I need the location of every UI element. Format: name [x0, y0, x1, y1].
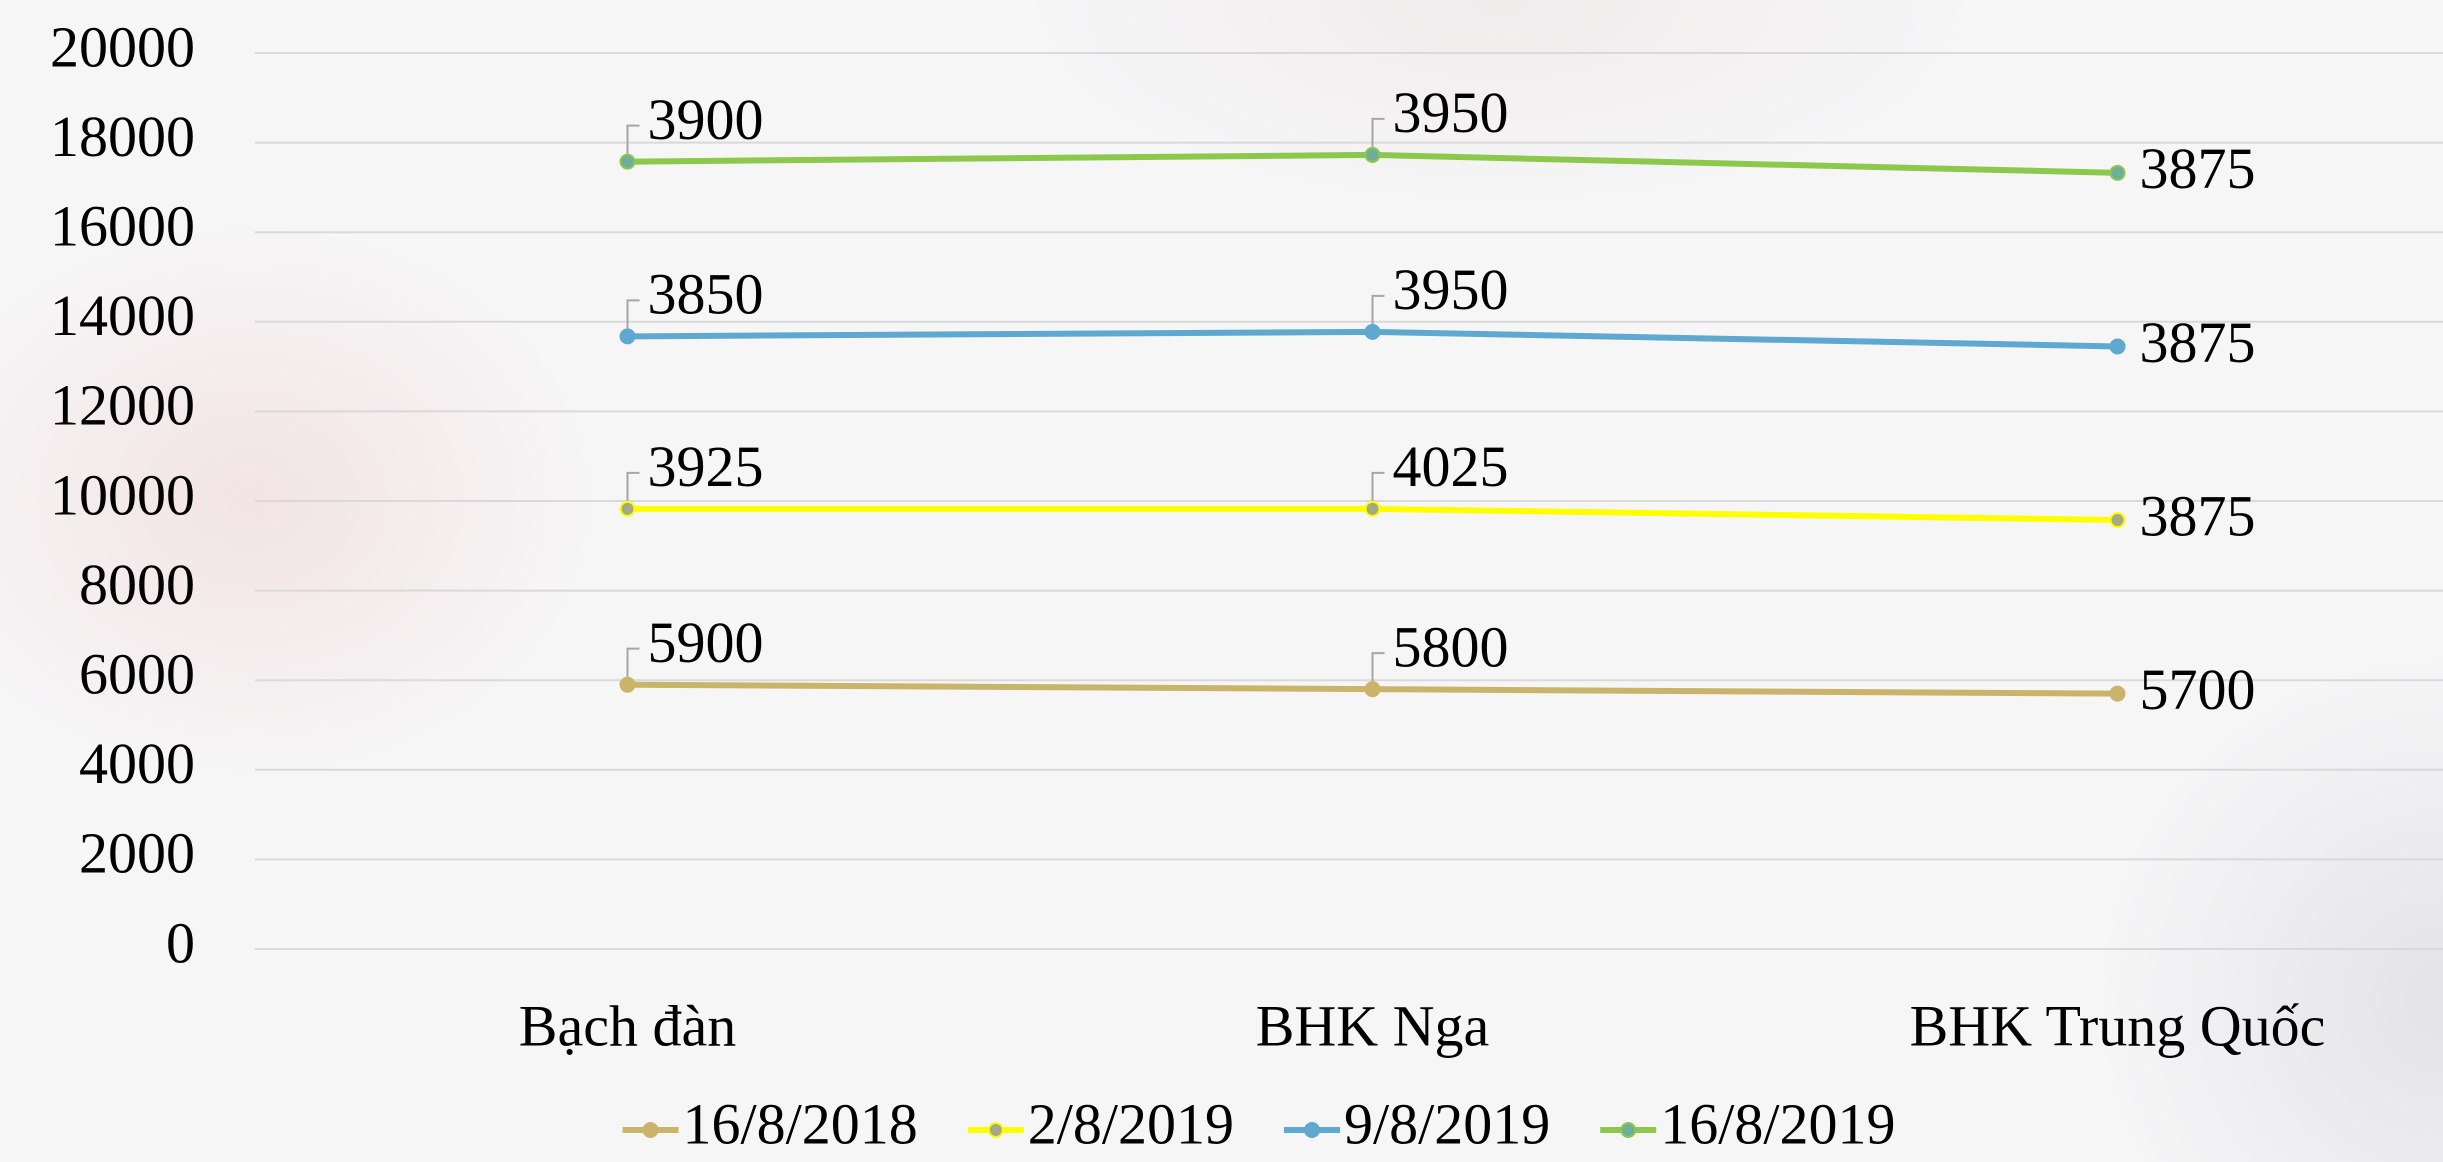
- data-label: 3850: [648, 262, 764, 327]
- leader-line: [1371, 117, 1385, 147]
- leader-line: [626, 299, 640, 329]
- leader-line: [1371, 471, 1385, 501]
- marker: [1364, 500, 1381, 517]
- data-label: 4025: [1393, 434, 1509, 499]
- data-label: 3900: [648, 87, 764, 152]
- leader-line: [1371, 294, 1385, 324]
- data-label: 5900: [648, 610, 764, 675]
- leader-line: [1371, 652, 1385, 682]
- y-tick-label: 4000: [79, 731, 195, 796]
- marker: [2109, 512, 2126, 529]
- marker: [1364, 146, 1381, 163]
- marker: [619, 500, 636, 517]
- y-tick-label: 0: [166, 910, 195, 975]
- data-label: 5700: [2140, 657, 2256, 722]
- legend-item: 2/8/2019: [967, 1091, 1234, 1156]
- data-label: 3875: [2140, 483, 2256, 548]
- x-tick-label: BHK Trung Quốc: [1910, 993, 2326, 1058]
- y-tick-label: 16000: [50, 194, 195, 259]
- data-label: 3875: [2140, 310, 2256, 375]
- y-tick-label: 8000: [79, 552, 195, 617]
- legend-item: 16/8/2019: [1600, 1091, 1895, 1156]
- legend-label: 16/8/2018: [683, 1091, 918, 1156]
- marker: [1364, 323, 1381, 340]
- legend-label: 16/8/2019: [1660, 1091, 1895, 1156]
- leader-line: [626, 124, 640, 154]
- leader-line: [626, 471, 640, 501]
- x-tick-label: Bạch đàn: [519, 993, 736, 1058]
- y-tick-label: 6000: [79, 642, 195, 707]
- data-label: 3875: [2140, 136, 2256, 201]
- marker: [2109, 338, 2126, 355]
- legend-marker: [1304, 1122, 1320, 1138]
- data-label: 3950: [1393, 257, 1509, 322]
- legend-label: 2/8/2019: [1028, 1091, 1234, 1156]
- legend-marker: [642, 1122, 659, 1138]
- legend-marker: [987, 1122, 1004, 1138]
- marker: [2109, 164, 2126, 181]
- x-tick-label: BHK Nga: [1256, 993, 1490, 1058]
- marker: [1364, 681, 1381, 698]
- legend-label: 9/8/2019: [1344, 1091, 1550, 1156]
- y-tick-label: 14000: [50, 283, 195, 348]
- marker: [619, 328, 636, 345]
- data-label: 3925: [648, 434, 764, 499]
- marker: [619, 676, 636, 693]
- y-tick-label: 18000: [50, 104, 195, 169]
- y-tick-label: 10000: [50, 462, 195, 527]
- data-label: 3950: [1393, 80, 1509, 145]
- y-tick-label: 12000: [50, 373, 195, 438]
- marker: [619, 153, 636, 170]
- y-tick-label: 20000: [50, 14, 195, 79]
- legend-marker: [1620, 1122, 1637, 1138]
- leader-line: [626, 647, 640, 677]
- data-label: 5800: [1393, 614, 1509, 679]
- y-tick-label: 2000: [79, 821, 195, 886]
- legend-item: 9/8/2019: [1284, 1091, 1550, 1156]
- marker: [2109, 685, 2126, 702]
- legend-item: 16/8/2018: [622, 1091, 918, 1156]
